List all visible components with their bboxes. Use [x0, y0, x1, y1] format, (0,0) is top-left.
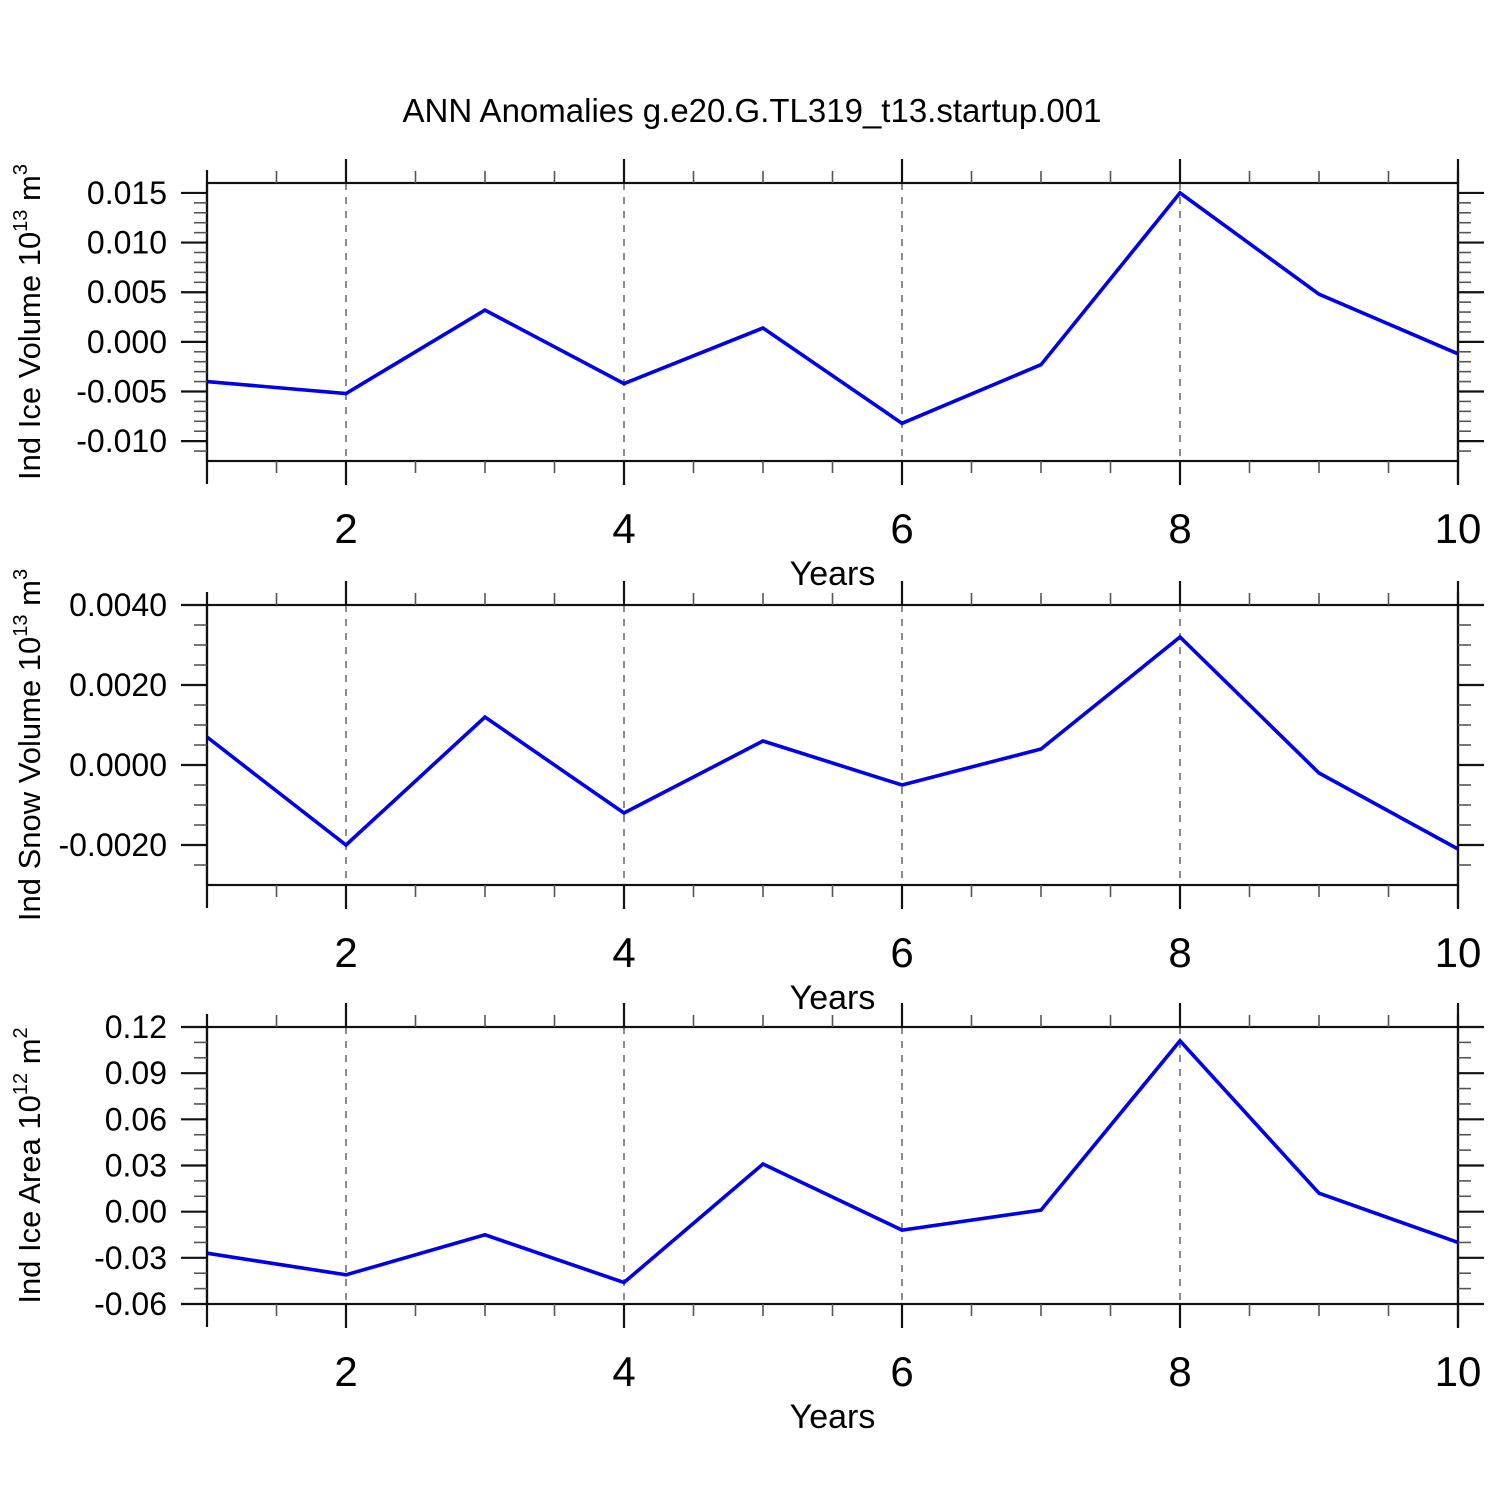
x-tick-label: 2	[334, 1348, 357, 1395]
plot-box	[205, 181, 1460, 463]
y-tick-label: 0.06	[105, 1101, 167, 1137]
x-tick-label: 10	[1435, 929, 1482, 976]
x-tick-label: 10	[1435, 505, 1482, 552]
x-axis-title: Years	[790, 555, 876, 593]
y-tick-label: 0.015	[87, 175, 167, 211]
x-axis-title: Years	[790, 979, 876, 1017]
y-axis-title-text: m	[12, 1038, 47, 1072]
y-axis-title-text: m	[12, 175, 47, 209]
x-tick-label: 8	[1168, 505, 1191, 552]
panel-2: 2 4 6 8 10 0.0040 0.0020 0.0000 -0.0020 Years Ind …	[10, 569, 1484, 1017]
y-tick-label: 0.0020	[69, 667, 167, 703]
y-axis-title-superscript: 13	[10, 614, 32, 636]
y-tick-label: -0.03	[94, 1240, 167, 1276]
y-axis-title-text: Ind Ice Volume 10	[12, 232, 47, 480]
y-axis-title-text: Ind Snow Volume 10	[12, 637, 47, 921]
chart-title: ANN Anomalies g.e20.G.TL319_t13.startup.…	[403, 92, 1102, 129]
x-tick-label: 4	[612, 929, 635, 976]
y-tick-label: -0.005	[76, 374, 167, 410]
y-axis-title: Ind Snow Volume 1013 m3	[10, 569, 47, 921]
x-tick-label: 6	[890, 1348, 913, 1395]
panel-1: 2 4 6 8 10 0.015 0.010 0.005 0.000 -0.005 -0.010 Ye…	[10, 159, 1484, 593]
y-axis-title-superscript: 3	[10, 164, 32, 175]
x-tick-label: 2	[334, 929, 357, 976]
x-tick-label: 4	[612, 505, 635, 552]
y-axis-title: Ind Ice Volume 1013 m3	[10, 164, 47, 480]
plot-box	[205, 603, 1460, 887]
x-axis-title: Years	[790, 1398, 876, 1436]
series-line	[206, 1038, 1459, 1285]
x-tick-label: 4	[612, 1348, 635, 1395]
y-tick-label: 0.000	[87, 324, 167, 360]
y-axis-title-text: Ind Ice Area 10	[12, 1095, 47, 1304]
x-tick-label: 8	[1168, 1348, 1191, 1395]
panel-3: 2 4 6 8 10 0.12 0.09 0.06 0.03 0.00 -0.03 -0.06 Year…	[10, 1003, 1484, 1436]
y-tick-label: 0.12	[105, 1009, 167, 1045]
y-axis-title-superscript: 13	[10, 210, 32, 232]
x-tick-label: 2	[334, 505, 357, 552]
y-tick-label: 0.03	[105, 1148, 167, 1184]
series-line	[205, 634, 1459, 851]
y-tick-label: -0.010	[76, 423, 167, 459]
y-axis-title: Ind Ice Area 1012 m2	[10, 1027, 47, 1303]
x-tick-label: 6	[890, 929, 913, 976]
y-axis-title-superscript: 3	[10, 569, 32, 580]
y-tick-label: 0.0000	[69, 747, 167, 783]
y-tick-label: 0.005	[87, 274, 167, 310]
y-tick-label: 0.010	[87, 225, 167, 261]
y-axis-title-superscript: 12	[10, 1073, 32, 1095]
y-tick-label: 0.09	[105, 1055, 167, 1091]
y-tick-label: 0.0040	[69, 587, 167, 623]
y-tick-label: 0.00	[105, 1194, 167, 1230]
y-tick-label: -0.06	[94, 1286, 167, 1322]
panels-group: 2 4 6 8 10 0.015 0.010 0.005 0.000 -0.005 -0.010 Ye…	[10, 159, 1484, 1436]
y-axis-title-text: m	[12, 580, 47, 614]
x-tick-label: 10	[1435, 1348, 1482, 1395]
y-tick-label: -0.0020	[58, 827, 167, 863]
y-axis-title-superscript: 2	[10, 1027, 32, 1038]
series-line	[206, 190, 1459, 426]
x-tick-label: 6	[890, 505, 913, 552]
x-tick-label: 8	[1168, 929, 1191, 976]
